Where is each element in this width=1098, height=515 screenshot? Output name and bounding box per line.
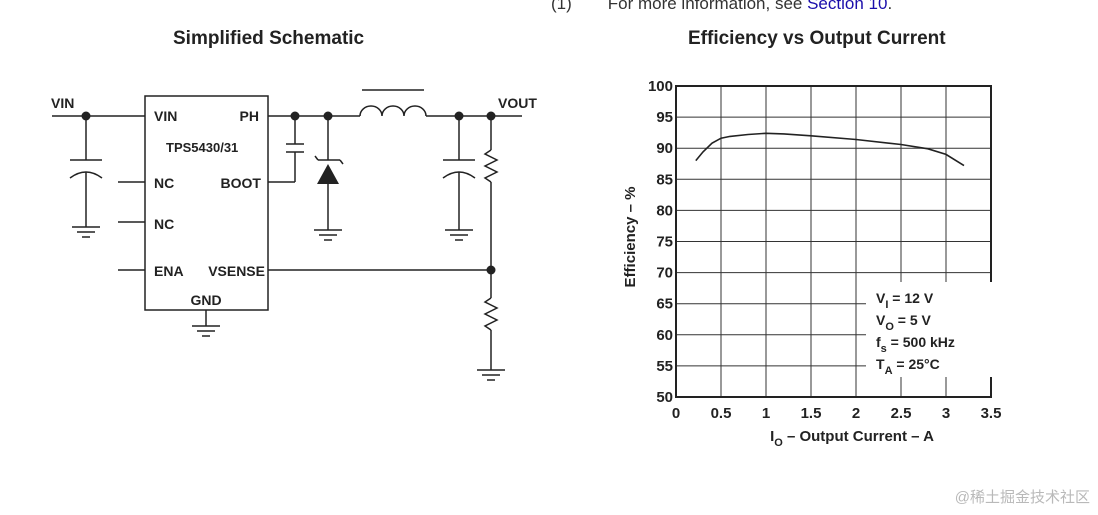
condition-3: TA = 25°C xyxy=(876,356,940,377)
y-tick-65: 65 xyxy=(656,296,673,313)
x-tick-2.5: 2.5 xyxy=(891,405,912,422)
schematic: VIN VOUT VIN PH TPS5430/31 NC BOOT NC EN… xyxy=(51,89,537,381)
condition-1: VO = 5 V xyxy=(876,312,932,333)
vin-label: VIN xyxy=(51,95,74,111)
chart-title: Efficiency vs Output Current xyxy=(688,28,946,49)
pin-gnd: GND xyxy=(190,292,221,308)
x-axis-label-main: I xyxy=(770,428,774,445)
y-tick-75: 75 xyxy=(656,234,673,251)
x-tick-0.5: 0.5 xyxy=(711,405,732,422)
x-axis-label: IO – Output Current – A xyxy=(770,428,934,449)
y-tick-labels: 50 55 60 65 70 75 80 85 90 95 100 xyxy=(648,78,673,406)
footnote-link[interactable]: Section 10 xyxy=(807,0,888,13)
pin-nc1: NC xyxy=(154,175,174,191)
pin-nc2: NC xyxy=(154,216,174,232)
x-tick-3: 3 xyxy=(942,405,950,422)
footnote: (1) For more information, see Section 10… xyxy=(551,0,892,14)
x-tick-labels: 0 0.5 1 1.5 2 2.5 3 3.5 xyxy=(672,405,1002,422)
y-axis-label: Efficiency – % xyxy=(622,187,639,288)
footnote-text: For more information, see xyxy=(607,0,808,13)
y-tick-55: 55 xyxy=(656,358,673,375)
efficiency-line xyxy=(695,132,965,167)
y-tick-70: 70 xyxy=(656,265,673,282)
schematic-title: Simplified Schematic xyxy=(173,28,365,49)
diode-body xyxy=(317,164,339,184)
y-tick-85: 85 xyxy=(656,171,673,188)
x-tick-1.5: 1.5 xyxy=(801,405,822,422)
x-tick-0: 0 xyxy=(672,405,680,422)
footnote-number: (1) xyxy=(551,0,572,13)
x-tick-1: 1 xyxy=(762,405,770,422)
x-axis-label-sub: O xyxy=(774,437,783,449)
junction-dots xyxy=(81,111,496,275)
conditions-box xyxy=(866,282,992,377)
plot-frame xyxy=(675,85,992,398)
efficiency-chart: 50 55 60 65 70 75 80 85 90 95 100 0 0.5 1 1.5 2 2.5 3 3.5… xyxy=(622,78,1002,449)
y-tick-80: 80 xyxy=(656,202,673,219)
pin-ph: PH xyxy=(240,108,259,124)
chip-name: TPS5430/31 xyxy=(166,140,238,155)
ground-icons xyxy=(72,226,505,381)
y-tick-95: 95 xyxy=(656,109,673,126)
vout-label: VOUT xyxy=(498,95,537,111)
x-axis-label-rest: – Output Current – A xyxy=(783,428,934,445)
y-tick-60: 60 xyxy=(656,327,673,344)
pin-ena: ENA xyxy=(154,263,184,279)
watermark: @稀土掘金技术社区 xyxy=(954,489,1090,506)
y-tick-50: 50 xyxy=(656,389,673,406)
x-tick-2: 2 xyxy=(852,405,860,422)
footnote-end: . xyxy=(887,0,893,13)
x-tick-3.5: 3.5 xyxy=(981,405,1002,422)
pin-boot: BOOT xyxy=(221,175,262,191)
condition-2: fs = 500 kHz xyxy=(876,334,955,355)
pin-vsense: VSENSE xyxy=(208,263,265,279)
y-tick-100: 100 xyxy=(648,78,673,95)
y-tick-90: 90 xyxy=(656,140,673,157)
condition-0: VI = 12 V xyxy=(876,290,934,311)
pin-vin: VIN xyxy=(154,108,177,124)
